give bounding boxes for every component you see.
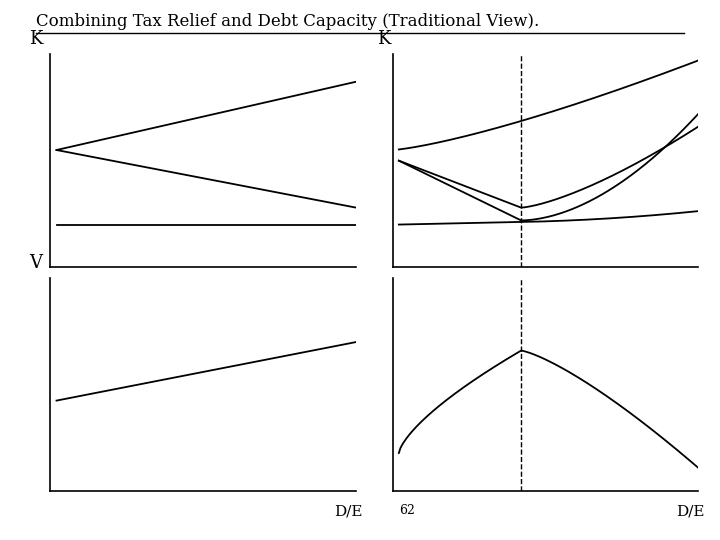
Text: Combining Tax Relief and Debt Capacity (Traditional View).: Combining Tax Relief and Debt Capacity (… — [36, 14, 539, 30]
Text: 62: 62 — [399, 504, 415, 517]
Text: V: V — [29, 254, 42, 272]
Text: D/E: D/E — [333, 504, 362, 518]
Text: D/E: D/E — [676, 504, 704, 518]
Text: K: K — [29, 30, 42, 48]
Text: K: K — [377, 30, 391, 48]
